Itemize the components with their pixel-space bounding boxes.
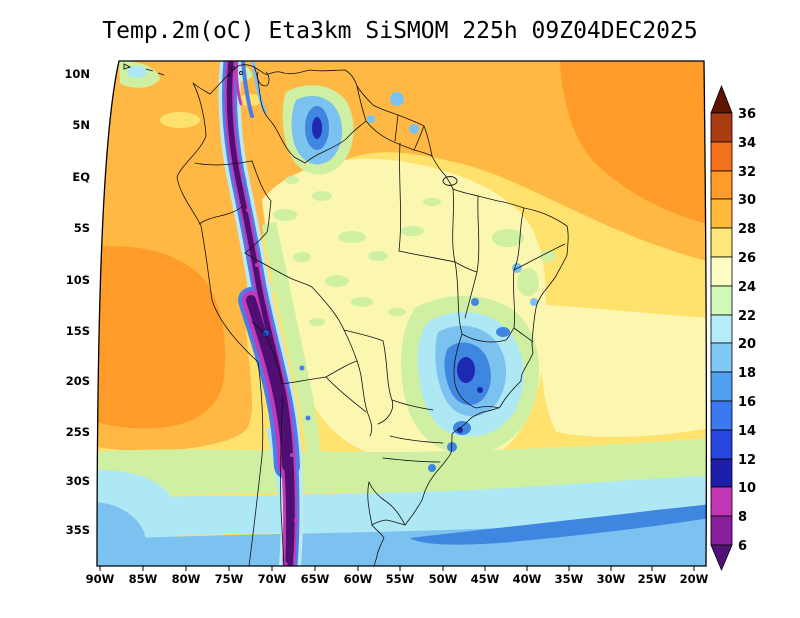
colorbar-tick: 14 — [738, 424, 756, 439]
lat-label: 5S — [74, 221, 90, 235]
colorbar-tick: 16 — [738, 395, 756, 410]
colorbar-tick: 26 — [738, 251, 756, 266]
colorbar-arrow-bottom — [710, 544, 733, 572]
colorbar-tick: 20 — [738, 337, 756, 352]
colorbar-arrow-top — [710, 84, 733, 114]
plot-title: Temp.2m(oC) Eta3km SiSMOM 225h 09Z04DEC2… — [102, 18, 697, 44]
colorbar-tick: 6 — [738, 539, 747, 554]
colorbar-tick: 12 — [738, 453, 756, 468]
lat-label: 20S — [66, 374, 90, 388]
lon-label: 30W — [597, 572, 626, 586]
lat-label: 35S — [66, 523, 90, 537]
lon-label: 90W — [86, 572, 115, 586]
temperature-field — [97, 61, 707, 566]
light-blue-spots — [367, 92, 538, 306]
andes-mountains-band — [218, 61, 303, 566]
lon-label: 55W — [386, 572, 415, 586]
colorbar-tick: 34 — [738, 136, 756, 151]
colorbar: 36 34 32 30 28 26 24 22 20 18 16 14 12 1… — [710, 84, 756, 572]
lon-axis-labels: 90W 85W 80W 75W 70W 65W 60W 55W 50W 45W … — [86, 572, 709, 586]
colorbar-tick: 18 — [738, 366, 756, 381]
lat-label: 10N — [64, 67, 90, 81]
lon-label: 40W — [513, 572, 542, 586]
lon-label: 75W — [215, 572, 244, 586]
colorbar-tick: 36 — [738, 107, 756, 122]
lon-label: 35W — [555, 572, 584, 586]
cold-cores — [312, 117, 483, 433]
lon-label: 45W — [471, 572, 500, 586]
bottom-ticks — [99, 566, 695, 571]
colorbar-tick: 10 — [738, 481, 756, 496]
lon-label: 20W — [680, 572, 709, 586]
lon-label: 60W — [344, 572, 373, 586]
colorbar-tick: 30 — [738, 193, 756, 208]
lat-label: 5N — [72, 118, 90, 132]
colorbar-tick-labels: 36 34 32 30 28 26 24 22 20 18 16 14 12 1… — [738, 107, 756, 554]
lon-label: 70W — [258, 572, 287, 586]
lat-label: 10S — [66, 273, 90, 287]
lat-label: EQ — [72, 170, 90, 184]
lat-label: 25S — [66, 425, 90, 439]
lon-label: 85W — [129, 572, 158, 586]
andes-speckles — [241, 177, 311, 522]
lon-label: 65W — [301, 572, 330, 586]
colorbar-tick: 8 — [738, 510, 747, 525]
colorbar-tick: 22 — [738, 309, 756, 324]
lat-label: 30S — [66, 474, 90, 488]
country-borders — [176, 64, 569, 566]
lat-axis-labels: 10N 5N EQ 5S 10S 15S 20S 25S 30S 35S — [64, 67, 90, 537]
colorbar-tick: 32 — [738, 165, 756, 180]
lon-label: 50W — [429, 572, 458, 586]
lon-label: 80W — [172, 572, 201, 586]
lat-label: 15S — [66, 324, 90, 338]
lon-label: 25W — [638, 572, 667, 586]
map-frame — [96, 60, 708, 567]
colorbar-tick: 24 — [738, 280, 756, 295]
colorbar-tick: 28 — [738, 222, 756, 237]
